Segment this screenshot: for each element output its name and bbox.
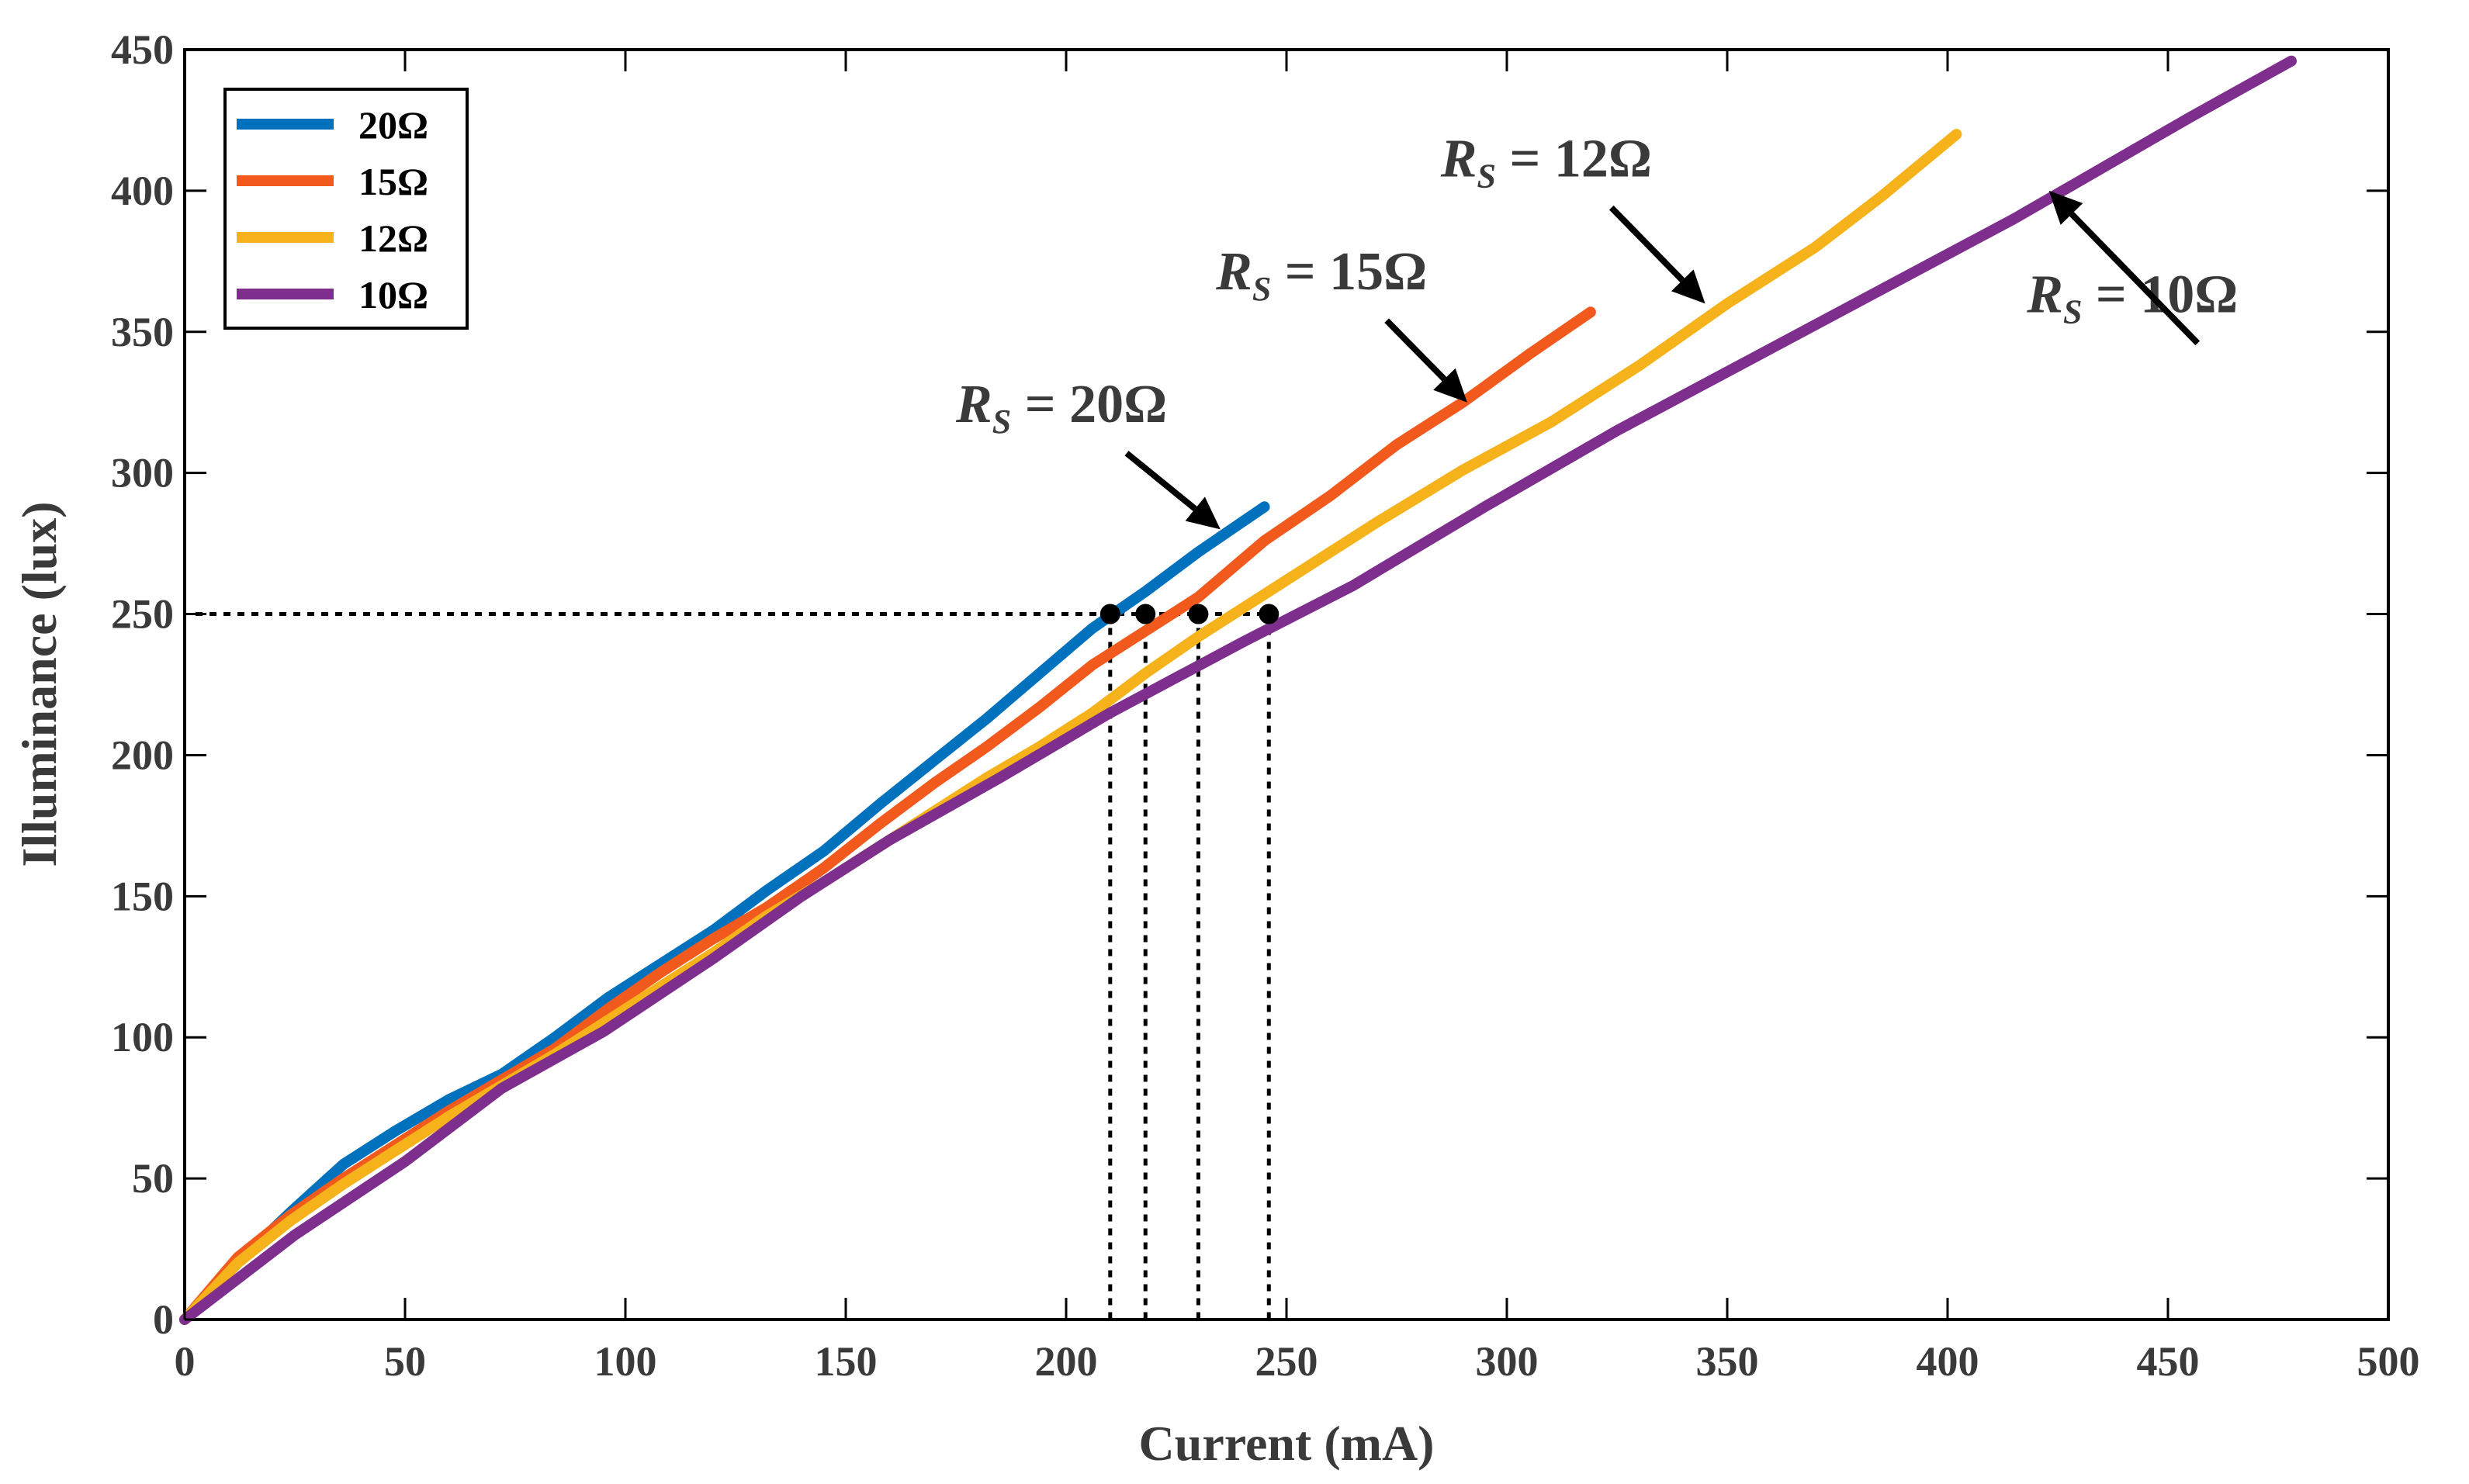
- annotation-arrow: [2069, 212, 2201, 346]
- x-tick-label: 0: [175, 1338, 196, 1385]
- annotation-label: RS = 15Ω: [1215, 242, 1427, 308]
- x-tick-label: 400: [1917, 1338, 1979, 1385]
- y-tick-label: 200: [111, 732, 174, 778]
- annotation-arrowhead: [1185, 496, 1221, 530]
- legend-label: 10Ω: [358, 273, 428, 317]
- x-axis-label: Current (mA): [1139, 1416, 1435, 1471]
- annotation-arrowhead: [2048, 190, 2083, 225]
- series-lines: [179, 55, 2297, 1325]
- x-tick-label: 200: [1035, 1338, 1098, 1385]
- x-tick-label: 100: [594, 1338, 657, 1385]
- annotation-arrowhead: [1433, 368, 1467, 403]
- y-tick-label: 300: [111, 450, 174, 496]
- series-line-20ohm: [179, 501, 1270, 1325]
- annotation-arrow: [1608, 205, 1685, 283]
- annotation-label: RS = 20Ω: [955, 375, 1167, 441]
- reference-lines: [196, 612, 1271, 1320]
- x-tick-label: 350: [1696, 1338, 1759, 1385]
- legend-label: 12Ω: [358, 216, 428, 260]
- annotation-arrow: [1124, 451, 1197, 512]
- intersection-point: [1099, 604, 1120, 624]
- annotation-arrowhead: [1671, 269, 1705, 304]
- y-tick-label: 100: [111, 1014, 174, 1060]
- x-tick-label: 250: [1255, 1338, 1318, 1385]
- x-tick-label: 500: [2357, 1338, 2420, 1385]
- y-tick-label: 400: [111, 168, 174, 214]
- y-tick-label: 250: [111, 591, 174, 638]
- x-tick-label: 450: [2137, 1338, 2200, 1385]
- annotation-label: RS = 12Ω: [1440, 130, 1652, 195]
- legend-label: 15Ω: [358, 160, 428, 203]
- intersection-points: [1099, 604, 1280, 624]
- y-tick-label: 0: [153, 1296, 174, 1343]
- series-line-10ohm: [179, 55, 2297, 1325]
- x-tick-label: 50: [384, 1338, 426, 1385]
- intersection-point: [1259, 604, 1280, 624]
- y-axis-label: Illuminance (lux): [12, 501, 67, 867]
- annotation-arrow: [1384, 318, 1447, 382]
- intersection-point: [1135, 604, 1156, 624]
- y-tick-label: 50: [132, 1155, 174, 1202]
- legend-label: 20Ω: [358, 103, 428, 147]
- annotation-label: RS = 10Ω: [2026, 265, 2238, 330]
- y-tick-label: 350: [111, 309, 174, 355]
- y-tick-label: 150: [111, 873, 174, 919]
- y-tick-label: 450: [111, 26, 174, 73]
- x-tick-label: 300: [1476, 1338, 1539, 1385]
- legend: 20Ω 15Ω 12Ω 10Ω: [223, 88, 469, 330]
- axes: 0 50 100 150 200 250 300 350 400 450 500 0 50 100 150 2…: [111, 26, 2420, 1385]
- x-tick-label: 150: [815, 1338, 878, 1385]
- intersection-point: [1188, 604, 1209, 624]
